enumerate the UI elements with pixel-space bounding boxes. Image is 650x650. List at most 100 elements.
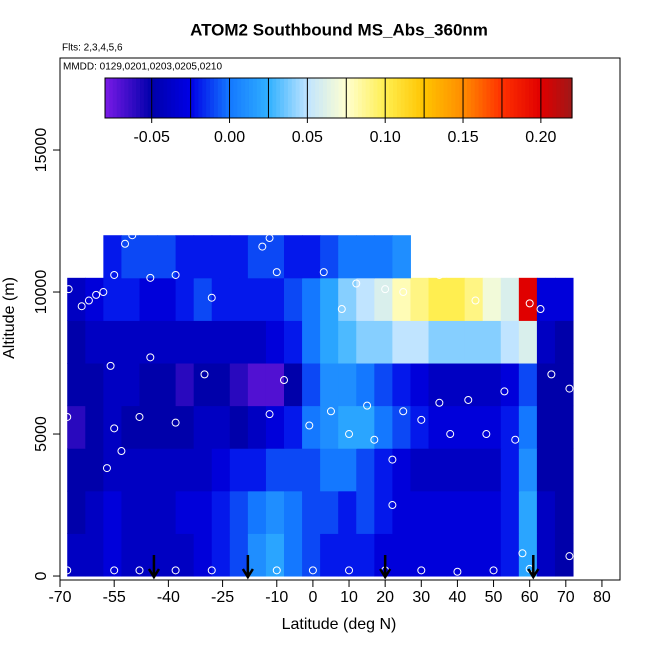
heatmap-cell [121, 363, 140, 407]
colorbar-swatch [124, 78, 129, 118]
colorbar-swatch [381, 78, 386, 118]
heatmap-cell [229, 448, 249, 492]
heatmap-cell [554, 277, 574, 321]
colorbar-swatch [529, 78, 534, 118]
heatmap-cell [410, 490, 430, 534]
heatmap-cell [500, 320, 520, 364]
heatmap-cell [85, 363, 104, 407]
colorbar-swatch [536, 78, 542, 118]
colorbar-swatch [342, 78, 347, 118]
heatmap-cell [284, 448, 303, 492]
heatmap-cell [103, 320, 122, 364]
heatmap-cell [500, 277, 520, 321]
x-tick-label: -40 [157, 589, 180, 606]
heatmap-cell [392, 490, 411, 534]
heatmap-cell [320, 235, 339, 279]
colorbar-swatch [463, 78, 468, 118]
sample-point [525, 299, 534, 308]
colorbar-swatch [369, 78, 375, 118]
heatmap-cell [320, 405, 339, 449]
heatmap-cell [374, 277, 393, 321]
heatmap-cell [428, 277, 448, 321]
heatmap-cell [175, 448, 195, 492]
colorbar-swatch [420, 78, 425, 118]
heatmap-cell [139, 448, 159, 492]
heatmap-cell [392, 448, 411, 492]
heatmap-cell [85, 405, 104, 449]
heatmap-cell [247, 448, 267, 492]
colorbar-swatch [478, 78, 484, 118]
heatmap-cell [85, 448, 104, 492]
y-tick-label: 5000 [33, 416, 50, 452]
colorbar-swatch [435, 78, 441, 118]
sample-point [77, 302, 86, 311]
heatmap-cell [175, 490, 195, 534]
colorbar-swatch [428, 78, 433, 118]
colorbar-swatch [494, 78, 499, 118]
heatmap-cell [482, 448, 502, 492]
sample-point [110, 424, 119, 433]
heatmap-cell [67, 277, 86, 321]
sample-point [464, 395, 473, 404]
colorbar-swatch [140, 78, 145, 118]
colorbar-swatch [182, 78, 188, 118]
heatmap-cell [338, 363, 357, 407]
heatmap-cell [518, 277, 538, 321]
sample-point [121, 239, 130, 248]
colorbar-swatch [552, 78, 558, 118]
heatmap-cell [302, 363, 321, 407]
heatmap-cell [518, 490, 538, 534]
colorbar-swatch [252, 78, 258, 118]
colorbar-swatch [533, 78, 538, 118]
colorbar-swatch [443, 78, 449, 118]
heatmap-cell [392, 363, 411, 407]
sample-point [565, 384, 574, 393]
heatmap-cell [356, 235, 375, 279]
heatmap-cell [302, 320, 321, 364]
colorbar-frame [104, 77, 573, 119]
colorbar-swatch [132, 78, 137, 118]
y-axis-label: Altitude (m) [1, 277, 18, 359]
heatmap-cell [211, 448, 231, 492]
sample-point [207, 293, 216, 302]
heatmap-cell [247, 405, 267, 449]
colorbar-swatch [486, 78, 491, 118]
colorbar-swatch [431, 78, 437, 118]
heatmap-cell [302, 490, 321, 534]
x-tick-label: -55 [103, 589, 126, 606]
sample-point [305, 421, 314, 430]
colorbar-swatch [517, 78, 523, 118]
colorbar-swatch [509, 78, 515, 118]
heatmap-cell [536, 320, 556, 364]
colorbar-swatch [412, 78, 417, 118]
heatmap-cell [175, 363, 195, 407]
heatmap-cell [139, 405, 159, 449]
colorbar-swatch [540, 78, 546, 118]
colorbar-swatch [338, 78, 343, 118]
heatmap-cell [464, 448, 484, 492]
heatmap-cell [464, 405, 484, 449]
heatmap-cell [554, 448, 574, 492]
sample-point [265, 410, 274, 419]
heatmap-cell [446, 405, 466, 449]
heatmap-cell [229, 533, 249, 577]
heatmap-cell [338, 490, 357, 534]
heatmap-cell [356, 448, 375, 492]
colorbar-swatch [299, 78, 305, 118]
heatmap-cell [139, 490, 159, 534]
heatmap-cell [464, 277, 484, 321]
heatmap-cell [374, 533, 393, 577]
colorbar-swatch [350, 78, 355, 118]
heatmap-cell [464, 363, 484, 407]
heatmap-cell [211, 235, 231, 279]
heatmap-cell [356, 490, 375, 534]
colorbar-swatch [513, 78, 519, 118]
colorbar-swatch [404, 78, 410, 118]
colorbar-swatch [424, 78, 429, 118]
colorbar-swatch [544, 78, 550, 118]
colorbar-swatch [248, 78, 254, 118]
sample-point [435, 398, 444, 407]
heatmap-cell [211, 277, 231, 321]
heatmap-cell [518, 363, 538, 407]
colorbar-swatch [330, 78, 336, 118]
